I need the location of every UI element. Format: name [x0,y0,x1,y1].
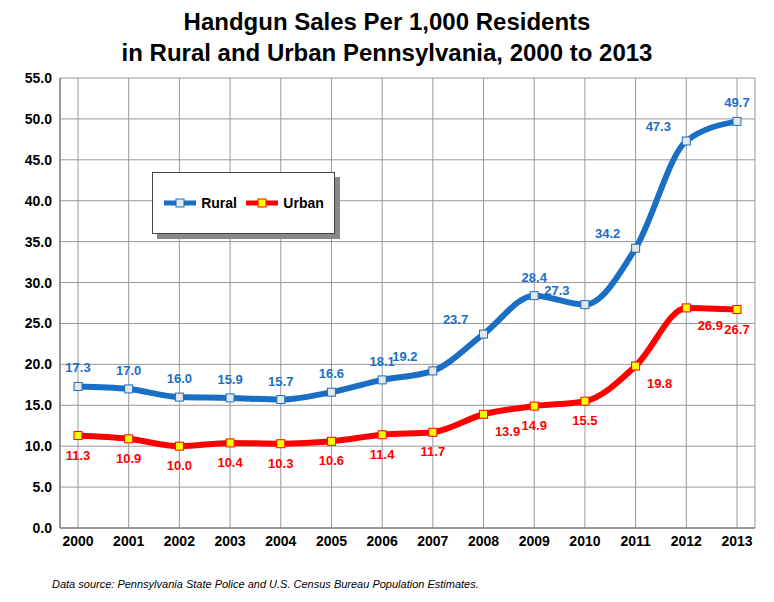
svg-text:2012: 2012 [671,533,702,549]
svg-text:28.4: 28.4 [521,269,547,285]
svg-text:2001: 2001 [113,533,144,549]
svg-text:2002: 2002 [164,533,195,549]
svg-text:2004: 2004 [265,533,296,549]
svg-text:2010: 2010 [569,533,600,549]
svg-text:2005: 2005 [316,533,347,549]
svg-text:26.7: 26.7 [724,322,749,337]
svg-text:16.0: 16.0 [167,371,192,386]
svg-text:10.9: 10.9 [116,451,141,466]
svg-text:15.7: 15.7 [268,374,293,389]
svg-text:14.9: 14.9 [522,418,547,433]
html-text:Data source: Pennsylvania Stat: Data source: Pennsylvania State Police a… [52,578,479,590]
html-text:in Rural and Urban Pennsylvani: in Rural and Urban Pennsylvania, 2000 to… [121,39,653,66]
svg-text:5.0: 5.0 [33,479,53,495]
svg-text:45.0: 45.0 [25,152,52,168]
svg-text:49.7: 49.7 [724,95,749,110]
svg-text:2007: 2007 [417,533,448,549]
svg-text:55.0: 55.0 [25,70,52,86]
svg-text:19.2: 19.2 [392,349,417,364]
svg-text:23.7: 23.7 [443,312,468,327]
svg-text:0.0: 0.0 [33,520,53,536]
svg-text:34.2: 34.2 [595,226,620,241]
svg-text:20.0: 20.0 [25,356,52,372]
svg-text:15.5: 15.5 [572,413,597,428]
svg-text:16.6: 16.6 [319,366,344,381]
svg-text:35.0: 35.0 [25,234,52,250]
svg-text:2000: 2000 [62,533,93,549]
svg-text:13.9: 13.9 [495,424,520,439]
svg-text:2008: 2008 [468,533,499,549]
svg-text:2006: 2006 [367,533,398,549]
svg-text:15.9: 15.9 [217,372,242,387]
svg-text:26.9: 26.9 [698,318,723,333]
svg-text:2003: 2003 [214,533,245,549]
svg-text:50.0: 50.0 [25,111,52,127]
svg-text:10.6: 10.6 [319,453,344,468]
svg-text:2011: 2011 [620,533,651,549]
html-text:Urban: Urban [283,195,324,211]
svg-text:17.3: 17.3 [65,360,90,375]
svg-text:10.4: 10.4 [217,455,243,470]
svg-text:47.3: 47.3 [646,119,671,134]
svg-text:30.0: 30.0 [25,275,52,291]
svg-text:19.8: 19.8 [647,376,672,391]
svg-text:18.1: 18.1 [369,354,394,369]
svg-text:40.0: 40.0 [25,193,52,209]
svg-text:25.0: 25.0 [25,315,52,331]
svg-text:10.0: 10.0 [167,458,192,473]
html-text:Rural: Rural [201,195,237,211]
svg-text:17.0: 17.0 [116,363,141,378]
svg-text:2013: 2013 [721,533,752,549]
svg-text:11.7: 11.7 [421,444,446,459]
svg-text:11.4: 11.4 [370,447,395,462]
svg-text:10.3: 10.3 [268,456,293,471]
svg-text:2009: 2009 [519,533,550,549]
svg-text:11.3: 11.3 [66,448,91,463]
svg-text:27.3: 27.3 [544,283,569,298]
svg-text:15.0: 15.0 [25,397,52,413]
html-text:Handgun Sales Per 1,000 Reside: Handgun Sales Per 1,000 Residents [183,8,591,35]
svg-text:10.0: 10.0 [25,438,52,454]
